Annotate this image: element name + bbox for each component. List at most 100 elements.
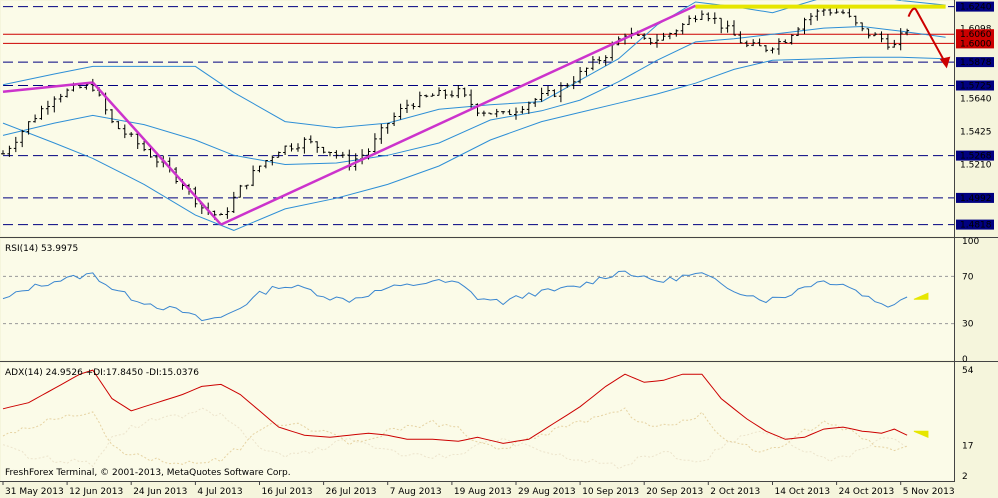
price-bar xyxy=(430,93,435,97)
price-bar xyxy=(90,78,95,92)
price-bar xyxy=(699,10,704,20)
forecast-arrow xyxy=(907,7,947,64)
price-bar xyxy=(783,39,788,44)
price-bar xyxy=(905,28,910,36)
price-bar xyxy=(52,96,57,113)
price-bar xyxy=(411,103,416,110)
price-bar xyxy=(315,141,320,153)
bollinger-lower-line xyxy=(2,56,946,231)
price-bar xyxy=(481,110,486,117)
price-bar xyxy=(520,106,525,114)
adx-line xyxy=(2,369,908,444)
price-bar xyxy=(879,31,884,43)
level-label-bg xyxy=(956,192,994,203)
price-bar xyxy=(302,137,307,154)
price-bar xyxy=(706,12,711,22)
adx-layer xyxy=(2,369,929,470)
price-bar xyxy=(853,15,858,26)
price-bar xyxy=(424,94,429,98)
price-bar xyxy=(738,31,743,44)
price-bar xyxy=(308,135,313,144)
price-bar xyxy=(456,85,461,99)
price-tick-label: 1.5640 xyxy=(960,95,992,105)
price-bar xyxy=(847,8,852,18)
price-bar xyxy=(58,93,63,103)
price-bar xyxy=(501,111,506,115)
price-bar xyxy=(372,133,377,155)
price-bar xyxy=(725,20,730,33)
price-bar xyxy=(334,150,339,159)
price-bar xyxy=(398,103,403,120)
price-bar xyxy=(533,98,538,107)
price-bar xyxy=(764,45,768,53)
adx-tick-label: 17 xyxy=(962,441,973,451)
footer-copyright: FreshForex Terminal, © 2001-2013, MetaQu… xyxy=(5,468,291,478)
price-bar xyxy=(385,123,390,134)
level-label: 1.5878 xyxy=(960,58,992,68)
level-label-bg xyxy=(956,57,994,68)
level-label: 1.5725 xyxy=(960,82,992,92)
price-bar xyxy=(680,23,685,35)
price-bar xyxy=(405,99,409,113)
price-bar xyxy=(558,82,563,103)
price-bar xyxy=(263,160,268,169)
level-label-bg xyxy=(956,1,994,12)
price-layer xyxy=(1,0,954,231)
price-bar xyxy=(866,28,871,39)
x-tick-label: 24 Oct 2013 xyxy=(839,487,895,497)
pdi-line xyxy=(2,407,908,465)
price-bar xyxy=(417,91,422,108)
price-bar xyxy=(276,151,281,158)
adx-panel-bg xyxy=(1,363,954,481)
price-bar xyxy=(597,56,602,65)
price-bar xyxy=(142,141,147,152)
level-label: 1.6000 xyxy=(960,39,992,49)
price-bar xyxy=(340,151,345,158)
level-label-bg xyxy=(956,150,994,161)
price-bar xyxy=(116,121,121,130)
price-bar xyxy=(770,47,775,54)
rsi-line xyxy=(2,270,908,322)
price-bar xyxy=(225,207,230,219)
price-bar xyxy=(494,108,499,118)
rsi-tick-label: 0 xyxy=(962,355,968,365)
price-bar xyxy=(379,123,384,144)
x-tick-label: 16 Jul 2013 xyxy=(262,487,313,497)
price-bar xyxy=(45,100,50,115)
adx-label: ADX(14) 24.9526 +DI:17.8450 -DI:15.0376 xyxy=(5,368,199,378)
x-tick-label: 29 Aug 2013 xyxy=(518,487,576,497)
price-bar xyxy=(392,112,397,126)
rsi-tick-label: 70 xyxy=(962,272,974,282)
price-bar xyxy=(321,146,326,154)
x-tick-label: 5 Nov 2013 xyxy=(903,487,955,497)
price-bar xyxy=(13,136,18,153)
trend-line-0 xyxy=(2,81,93,93)
price-bar xyxy=(757,38,762,47)
adx-marker xyxy=(913,430,929,438)
x-tick-label: 20 Sep 2013 xyxy=(646,487,703,497)
price-bar xyxy=(655,34,659,48)
price-bar xyxy=(841,9,845,15)
price-bar xyxy=(443,89,448,99)
price-bar xyxy=(821,8,826,16)
price-bar xyxy=(712,12,717,24)
price-bar xyxy=(26,121,31,135)
price-bar xyxy=(776,38,781,55)
price-bar xyxy=(135,131,140,149)
price-bar xyxy=(693,15,698,23)
x-tick-label: 26 Jul 2013 xyxy=(326,487,377,497)
rsi-marker xyxy=(913,292,929,300)
price-bar xyxy=(270,155,275,166)
price-bar xyxy=(244,184,249,190)
rsi-label: RSI(14) 53.9975 xyxy=(5,244,78,254)
price-bar xyxy=(744,40,749,48)
x-tick-label: 10 Sep 2013 xyxy=(582,487,639,497)
price-bar xyxy=(892,39,897,48)
x-tick-label: 7 Aug 2013 xyxy=(390,487,442,497)
price-bar xyxy=(584,67,589,76)
price-bar xyxy=(65,88,70,98)
level-label-bg xyxy=(956,29,994,40)
price-bar xyxy=(219,212,223,216)
price-bar xyxy=(546,85,550,96)
price-bar xyxy=(1,150,5,155)
